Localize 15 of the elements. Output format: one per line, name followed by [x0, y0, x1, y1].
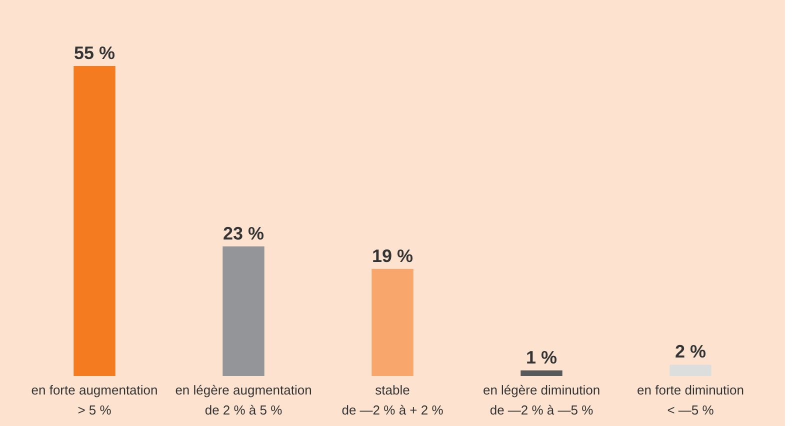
x-tick-label: en légère diminution de —2 % à —5 %: [482, 382, 600, 418]
x-tick-label: en forte diminution < —5 %: [637, 382, 744, 418]
x-tick-label: en forte augmentation > 5 %: [31, 382, 158, 418]
x-tick-label: stable de —2 % à + 2 %: [342, 382, 444, 418]
data-label: 23 %: [222, 223, 264, 244]
data-label: 2 %: [674, 342, 706, 362]
bar: [670, 364, 712, 376]
bar: [372, 268, 414, 376]
x-tick-label: en légère augmentation de 2 % à 5 %: [175, 382, 312, 418]
data-label: 55 %: [74, 43, 116, 63]
bar: [520, 370, 562, 376]
bar: [74, 66, 116, 376]
bar: [222, 246, 264, 376]
data-label: 1 %: [526, 347, 558, 368]
data-label: 19 %: [372, 246, 414, 266]
